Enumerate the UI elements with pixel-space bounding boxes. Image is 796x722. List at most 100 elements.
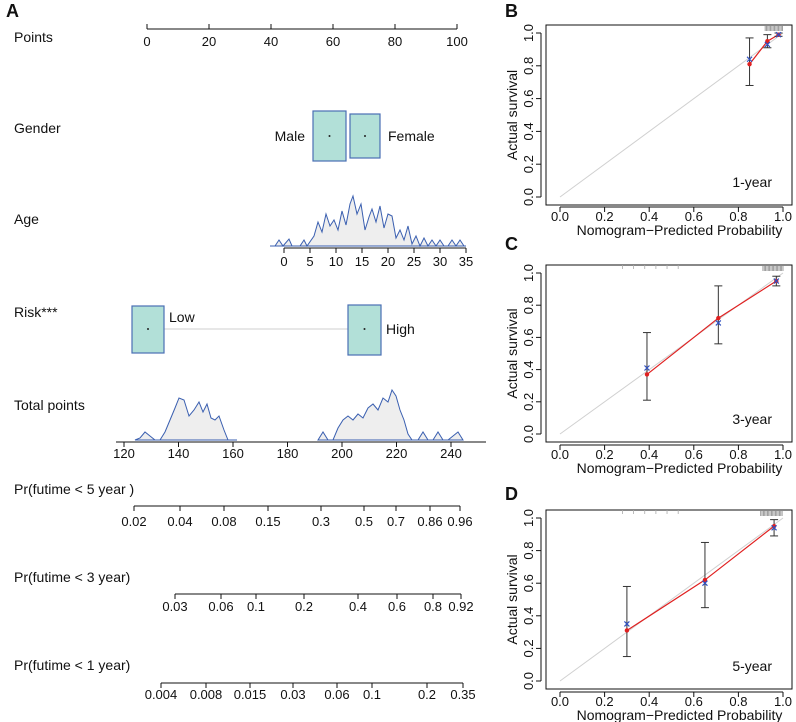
bias-corrected-point bbox=[702, 580, 708, 587]
row-label-age: Age bbox=[14, 211, 39, 227]
bias-corrected-point bbox=[746, 56, 753, 63]
row-label-pr3: Pr(futime < 3 year) bbox=[14, 569, 130, 585]
points-tick-label: 20 bbox=[202, 34, 216, 49]
pr3-axis: 0.03 0.06 0.1 0.2 0.4 0.6 0.8 0.92 bbox=[162, 593, 474, 614]
row-label-total-points: Total points bbox=[14, 397, 85, 413]
pr5-tick-label: 0.3 bbox=[312, 514, 330, 529]
row-label-pr1: Pr(futime < 1 year) bbox=[14, 657, 130, 673]
plot-frame bbox=[545, 264, 793, 443]
pr5-tick-label: 0.15 bbox=[255, 514, 280, 529]
risk-low-label: Low bbox=[169, 309, 196, 325]
pr5-tick-label: 0.5 bbox=[355, 514, 373, 529]
age-tick-label: 25 bbox=[407, 254, 421, 269]
pr1-tick-label: 0.008 bbox=[190, 687, 223, 702]
period-label: 5-year bbox=[732, 658, 772, 674]
plot-frame bbox=[545, 509, 793, 690]
points-tick-label: 0 bbox=[143, 34, 150, 49]
age-axis: 0 5 10 15 20 25 30 35 bbox=[280, 247, 473, 269]
ideal-line bbox=[559, 32, 784, 198]
calibration-plot-5-year: 0.0 0.2 0.4 0.6 0.8 1.0 Nomogram−Predicted Pro… bbox=[504, 509, 793, 722]
y-tick-label: 0.2 bbox=[521, 393, 536, 411]
y-tick-label: 0.8 bbox=[521, 542, 536, 560]
pr3-tick-label: 0.4 bbox=[349, 599, 367, 614]
pr3-tick-label: 0.92 bbox=[448, 599, 473, 614]
age-tick-label: 0 bbox=[280, 254, 287, 269]
x-tick-label: 0.6 bbox=[685, 209, 703, 224]
pr3-tick-label: 0.8 bbox=[424, 599, 442, 614]
total-points-tick-label: 220 bbox=[386, 446, 408, 461]
pr1-tick-label: 0.1 bbox=[363, 687, 381, 702]
age-tick-label: 15 bbox=[355, 254, 369, 269]
points-tick-label: 40 bbox=[264, 34, 278, 49]
total-points-tick-label: 120 bbox=[113, 446, 135, 461]
y-tick-label: 0.8 bbox=[521, 57, 536, 75]
y-tick-label: 1.0 bbox=[521, 264, 536, 282]
x-tick-label: 0.6 bbox=[685, 694, 703, 709]
x-axis-label: Nomogram−Predicted Probability bbox=[577, 707, 783, 722]
panel-label-b: B bbox=[505, 1, 518, 21]
total-points-tick-label: 180 bbox=[277, 446, 299, 461]
pr3-tick-label: 0.6 bbox=[388, 599, 406, 614]
panel-label-d: D bbox=[505, 484, 518, 504]
bias-corrected-point bbox=[771, 524, 778, 531]
age-tick-label: 35 bbox=[459, 254, 473, 269]
y-tick-label: 1.0 bbox=[521, 24, 536, 42]
x-tick-label: 0.4 bbox=[640, 694, 658, 709]
plot-frame bbox=[545, 24, 793, 206]
pr5-tick-label: 0.04 bbox=[167, 514, 192, 529]
pr3-tick-label: 0.2 bbox=[295, 599, 313, 614]
x-tick-label: 0.2 bbox=[596, 447, 614, 462]
panel-label-a: A bbox=[6, 1, 19, 21]
points-tick-label: 60 bbox=[326, 34, 340, 49]
age-tick-label: 30 bbox=[433, 254, 447, 269]
gender-female-dot bbox=[364, 135, 366, 137]
pr5-tick-label: 0.02 bbox=[121, 514, 146, 529]
risk-row: Low High bbox=[131, 304, 415, 356]
bias-corrected-point bbox=[773, 278, 780, 284]
y-tick-label: 0.0 bbox=[521, 672, 536, 690]
y-tick-label: 0.2 bbox=[521, 155, 536, 173]
total-points-density bbox=[134, 397, 237, 441]
y-tick-label: 0.0 bbox=[521, 425, 536, 443]
gender-male-dot bbox=[328, 135, 331, 137]
observed-point bbox=[702, 577, 708, 583]
y-tick-label: 1.0 bbox=[521, 509, 536, 527]
age-density bbox=[270, 194, 466, 248]
y-tick-label: 0.8 bbox=[521, 296, 536, 314]
x-tick-label: 0.8 bbox=[729, 694, 747, 709]
observed-point bbox=[747, 61, 752, 67]
gender-male-label: Male bbox=[275, 128, 306, 144]
y-tick-label: 0.2 bbox=[521, 639, 536, 657]
y-tick-label: 0.4 bbox=[521, 122, 536, 140]
bias-corrected-point bbox=[644, 365, 650, 371]
pr1-axis: 0.004 0.008 0.015 0.03 0.06 0.1 0.2 0.35 bbox=[145, 682, 476, 702]
total-points-axis: 120 140 160 180 200 220 240 bbox=[113, 441, 486, 461]
observed-point bbox=[624, 628, 630, 633]
y-tick-label: 0.6 bbox=[521, 90, 536, 108]
period-label: 3-year bbox=[732, 411, 772, 427]
gender-row: Male Female bbox=[275, 110, 435, 162]
x-tick-label: 0.8 bbox=[729, 209, 747, 224]
points-tick-label: 80 bbox=[388, 34, 402, 49]
pr1-tick-label: 0.015 bbox=[234, 687, 267, 702]
bias-corrected-point bbox=[715, 319, 722, 326]
x-tick-label: 0.0 bbox=[551, 447, 569, 462]
y-tick-label: 0.4 bbox=[521, 361, 536, 379]
age-tick-label: 20 bbox=[381, 254, 395, 269]
age-tick-label: 5 bbox=[306, 254, 313, 269]
points-axis: 0 20 40 60 80 100 bbox=[143, 24, 468, 49]
pr5-tick-label: 0.7 bbox=[387, 514, 405, 529]
pr3-tick-label: 0.06 bbox=[208, 599, 233, 614]
x-tick-label: 0.4 bbox=[640, 447, 658, 462]
x-axis-label: Nomogram−Predicted Probability bbox=[577, 222, 783, 238]
y-tick-label: 0.4 bbox=[521, 607, 536, 625]
x-tick-label: 0.0 bbox=[551, 694, 569, 709]
x-axis-label: Nomogram−Predicted Probability bbox=[577, 460, 783, 476]
total-points-density-high bbox=[317, 388, 464, 441]
pr3-tick-label: 0.1 bbox=[247, 599, 265, 614]
x-tick-label: 0.2 bbox=[596, 209, 614, 224]
row-label-risk: Risk*** bbox=[14, 304, 58, 320]
pr1-tick-label: 0.2 bbox=[418, 687, 436, 702]
pr5-tick-label: 0.96 bbox=[447, 514, 472, 529]
